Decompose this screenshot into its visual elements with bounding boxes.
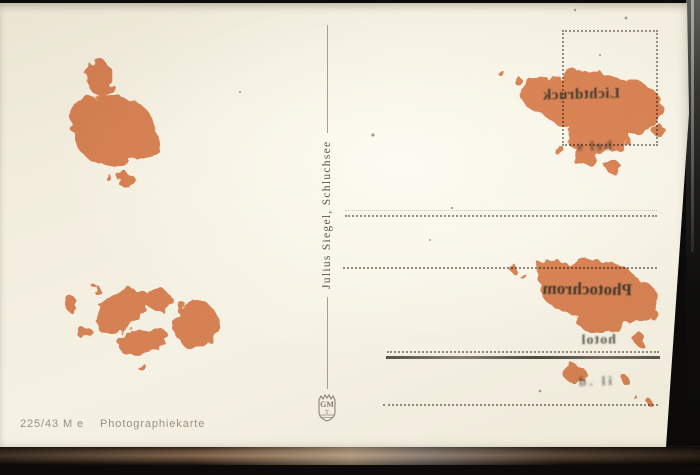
mirrored-stamp-fragment: bel s	[574, 138, 613, 156]
mirrored-stamp-fragment: hotol	[580, 332, 617, 349]
scan-edge-right	[686, 0, 700, 420]
scan-edge-bottom	[0, 446, 700, 465]
mirrored-stamp-lichtdruck: Lichtdruck	[542, 85, 621, 104]
address-line-heavy-stroke	[386, 356, 660, 359]
divider-line-bottom	[327, 297, 328, 389]
series-number: 225/43 M e	[20, 418, 85, 430]
emblem-letters: GM	[320, 400, 334, 409]
address-line	[343, 267, 657, 269]
divider-line-top	[327, 25, 328, 133]
mirrored-stamp-photochrom: Photochrom	[542, 278, 633, 300]
bottom-imprint: 225/43 M e Photographiekarte	[20, 418, 205, 430]
publisher-imprint: Julius Siegel, Schluchsee	[321, 140, 333, 290]
address-line	[387, 351, 659, 353]
address-line	[383, 404, 658, 406]
emblem-letter-bottom: T	[325, 409, 329, 416]
mirrored-stamp-fragment: il .d	[575, 372, 613, 390]
card-type-label: Photographiekarte	[100, 418, 206, 430]
address-line	[345, 215, 657, 217]
printer-emblem-icon: GM T	[318, 393, 336, 422]
address-line	[345, 210, 657, 211]
